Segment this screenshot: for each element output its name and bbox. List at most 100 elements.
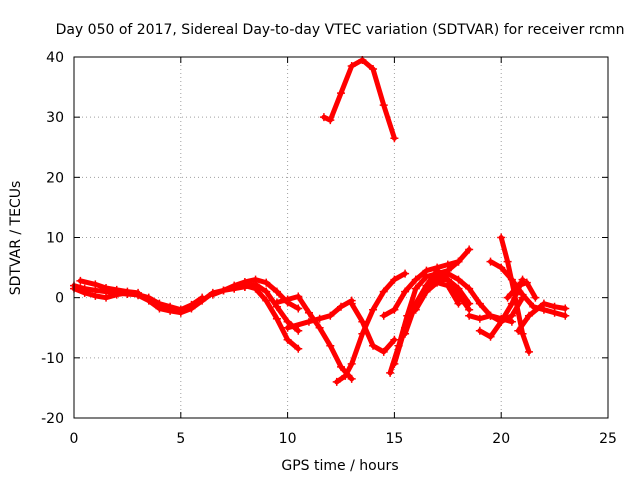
data-point-marker bbox=[272, 287, 281, 296]
data-point-marker bbox=[390, 305, 399, 314]
data-point-marker bbox=[454, 275, 463, 284]
data-point-marker bbox=[379, 311, 388, 320]
data-point-marker bbox=[294, 292, 303, 301]
data-point-marker bbox=[524, 311, 533, 320]
series-sat-x bbox=[514, 299, 570, 335]
y-tick-label: 10 bbox=[46, 231, 64, 247]
data-point-marker bbox=[411, 275, 420, 284]
data-point-marker bbox=[497, 317, 506, 326]
data-point-marker bbox=[91, 280, 100, 289]
data-point-marker bbox=[262, 278, 271, 287]
data-point-marker bbox=[347, 359, 356, 368]
data-point-marker bbox=[326, 341, 335, 350]
x-tick-label: 0 bbox=[70, 431, 79, 447]
data-point-marker bbox=[422, 287, 431, 296]
data-point-marker bbox=[283, 335, 292, 344]
series-line bbox=[285, 298, 355, 331]
data-point-marker bbox=[465, 245, 474, 254]
data-point-marker bbox=[507, 311, 516, 320]
data-point-marker bbox=[283, 295, 292, 304]
series-sat-c bbox=[76, 276, 143, 297]
data-point-marker bbox=[337, 302, 345, 311]
data-point-marker bbox=[219, 286, 228, 295]
data-point-marker bbox=[390, 335, 399, 344]
series-line bbox=[434, 274, 472, 313]
plot-frame bbox=[73, 56, 609, 419]
chart-title: Day 050 of 2017, Sidereal Day-to-day VTE… bbox=[56, 22, 625, 38]
data-point-marker bbox=[272, 314, 281, 323]
data-point-marker bbox=[341, 371, 350, 380]
data-point-marker bbox=[379, 287, 388, 296]
data-point-marker bbox=[166, 302, 175, 311]
series-line bbox=[505, 280, 538, 301]
y-tick-label: 20 bbox=[46, 170, 64, 186]
data-point-marker bbox=[522, 278, 531, 287]
data-point-marker bbox=[531, 293, 540, 302]
data-point-marker bbox=[503, 293, 512, 302]
data-point-marker bbox=[251, 280, 260, 289]
data-point-marker bbox=[497, 233, 506, 242]
data-point-marker bbox=[240, 282, 249, 291]
data-point-marker bbox=[347, 374, 356, 383]
data-point-marker bbox=[401, 269, 410, 278]
data-point-marker bbox=[433, 272, 442, 281]
data-point-marker bbox=[401, 287, 410, 296]
x-ticks: 0 5 10 15 20 25 bbox=[70, 57, 617, 447]
data-point-marker bbox=[326, 116, 335, 125]
data-point-marker bbox=[401, 329, 410, 338]
data-point-marker bbox=[294, 326, 303, 335]
data-point-marker bbox=[390, 359, 399, 368]
data-point-marker bbox=[497, 263, 506, 272]
data-point-marker bbox=[337, 362, 345, 371]
data-point-marker bbox=[358, 317, 367, 326]
data-point-marker bbox=[315, 314, 324, 323]
y-tick-label: 40 bbox=[46, 50, 64, 66]
data-point-marker bbox=[304, 308, 313, 317]
data-point-marker bbox=[507, 275, 516, 284]
data-point-marker bbox=[347, 299, 356, 308]
data-point-marker bbox=[561, 304, 570, 313]
data-point-marker bbox=[465, 311, 474, 320]
data-point-marker bbox=[486, 311, 495, 320]
data-point-marker bbox=[550, 302, 559, 311]
data-point-marker bbox=[514, 326, 523, 335]
data-point-marker bbox=[262, 287, 271, 296]
y-tick-label: 0 bbox=[55, 291, 64, 307]
series-sat-i bbox=[332, 269, 410, 386]
data-point-marker bbox=[187, 300, 196, 309]
data-point-marker bbox=[454, 299, 463, 308]
data-point-marker bbox=[518, 329, 527, 338]
data-point-marker bbox=[503, 257, 512, 266]
x-tick-label: 10 bbox=[279, 431, 297, 447]
data-point-marker bbox=[123, 287, 132, 296]
data-point-marker bbox=[144, 293, 153, 302]
series-line bbox=[515, 301, 568, 334]
data-point-marker bbox=[208, 290, 217, 299]
series-sat-j bbox=[347, 299, 399, 356]
data-point-marker bbox=[332, 377, 341, 386]
series-sat-h bbox=[283, 296, 356, 332]
data-point-marker bbox=[134, 288, 143, 297]
series-sat-k bbox=[319, 56, 399, 143]
data-point-marker bbox=[454, 290, 463, 299]
data-point-marker bbox=[155, 299, 164, 308]
data-point-marker bbox=[518, 290, 527, 299]
data-point-marker bbox=[524, 347, 533, 356]
x-axis-label: GPS time / hours bbox=[281, 458, 398, 474]
x-tick-label: 5 bbox=[176, 431, 185, 447]
data-point-marker bbox=[514, 281, 523, 290]
x-tick-label: 20 bbox=[492, 431, 510, 447]
data-point-marker bbox=[422, 272, 431, 281]
data-point-marker bbox=[80, 284, 89, 293]
data-point-marker bbox=[326, 311, 335, 320]
data-point-marker bbox=[539, 299, 548, 308]
data-point-marker bbox=[465, 284, 474, 293]
data-point-marker bbox=[294, 344, 303, 353]
series-line bbox=[423, 280, 461, 307]
series-sat-r bbox=[433, 272, 474, 314]
data-point-marker bbox=[347, 62, 356, 71]
series-line bbox=[321, 57, 397, 141]
data-point-marker bbox=[230, 284, 239, 293]
data-point-marker bbox=[337, 89, 345, 98]
